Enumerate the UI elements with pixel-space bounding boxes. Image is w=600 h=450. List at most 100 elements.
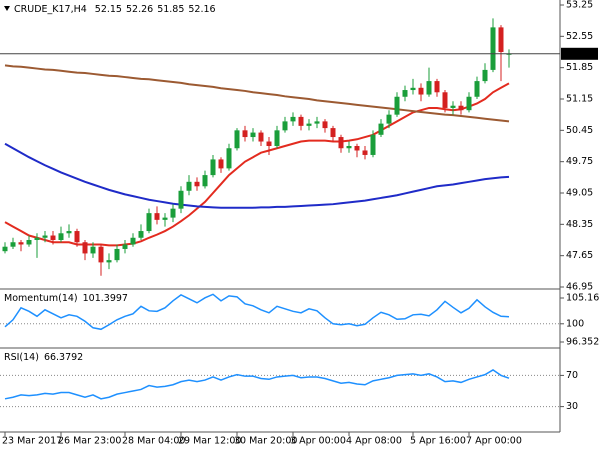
candle-body [402,90,408,97]
y-tick-label: 105.1675 [566,293,600,304]
candle-body [498,27,504,52]
ohlc-value: 52.16 [188,4,215,15]
candle-body [50,235,56,240]
ohlc-value: 52.15 [95,4,122,15]
y-tick-label: 47.65 [566,250,593,261]
candle-body [274,130,280,146]
candle-body [242,130,248,138]
y-tick-label: 49.75 [566,156,593,167]
candle-body [394,96,400,115]
candle-body [74,231,80,243]
indicator-title: RSI(14) 66.3792 [4,352,83,363]
candle-body [162,217,168,220]
y-tick-label: 53.25 [566,0,593,11]
y-tick-label: 46.95 [566,282,593,293]
candle-body [18,242,24,245]
ohlc-value: 52.26 [126,4,153,15]
candle-body [66,231,72,234]
candle-body [210,159,216,176]
indicator-name: Momentum(14) [4,293,78,304]
candle-body [474,81,480,97]
y-tick-label: 100 [566,318,584,329]
candle-body [90,246,96,254]
x-tick-label: 3 Apr 00:00 [290,436,346,447]
candle-body [106,260,112,263]
menu-arrow [4,6,10,11]
price-box [561,47,598,60]
candle-body [138,231,144,238]
candle-body [98,246,104,263]
candle-body [58,233,64,240]
ohlc-value: 51.85 [157,4,184,15]
candle-body [458,105,464,111]
candle-body [258,132,264,142]
candle-body [202,175,208,187]
candle-body [322,121,328,129]
symbol-title: CRUDE_K17,H4 [14,4,87,15]
candle-body [490,27,496,70]
y-tick-label: 52.55 [566,31,593,42]
candle-body [314,121,320,124]
x-tick-label: 23 Mar 2017 [2,436,62,447]
y-tick-label: 48.35 [566,219,593,230]
candle-body [282,121,288,131]
candle-body [122,244,128,249]
candle-body [450,105,456,108]
indicator-line [4,369,510,400]
candle-body [218,159,224,169]
candle-body [82,242,88,254]
candle-body [306,123,312,126]
y-tick-label: 70 [566,370,578,381]
candle-body [130,237,136,245]
candle-body [114,248,120,261]
candle-body [370,134,376,155]
candle-body [234,130,240,149]
x-tick-label: 5 Apr 16:00 [410,436,466,447]
candle-body [42,235,48,238]
candle-body [26,240,32,245]
candle-body [2,246,8,252]
indicator-value: 101.3997 [83,293,128,304]
indicator-line [4,64,510,123]
y-tick-label: 30 [566,401,578,412]
y-tick-label: 49.05 [566,188,593,199]
candle-body [266,141,272,146]
indicator-line [4,82,510,247]
chart-header: CRUDE_K17,H4 52.15 52.26 51.85 52.16 [14,4,216,15]
x-tick-label: 26 Mar 23:00 [58,436,121,447]
candle-body [186,181,192,191]
candle-body [378,123,384,135]
candle-body [410,87,416,91]
candle-body [442,92,448,108]
candle-body [426,81,432,95]
candle-body [146,213,152,232]
candle-body [154,213,160,220]
candle-body [34,237,40,240]
candle-body [434,81,440,93]
price-label: 52.16 [565,48,592,59]
candle-body [194,181,200,187]
candle-body [170,208,176,218]
indicator-line [4,293,510,331]
candle-body [482,69,488,82]
candle-body [290,116,296,122]
candle-body [466,96,472,111]
x-tick-label: 29 Mar 12:00 [178,436,241,447]
candle-body [226,148,232,169]
candle-body [362,150,368,155]
candle-body [10,242,16,247]
candle-body [338,137,344,149]
candle-body [346,146,352,149]
y-tick-label: 96.3526 [566,336,600,347]
candle-body [250,132,256,138]
candle-body [178,190,184,209]
y-tick-label: 51.15 [566,94,593,105]
candle-body [330,128,336,138]
candle-body [298,116,304,126]
indicator-value: 66.3792 [44,352,83,363]
candle-body [354,146,360,151]
y-tick-label: 51.85 [566,62,593,73]
candle-body [386,114,392,124]
